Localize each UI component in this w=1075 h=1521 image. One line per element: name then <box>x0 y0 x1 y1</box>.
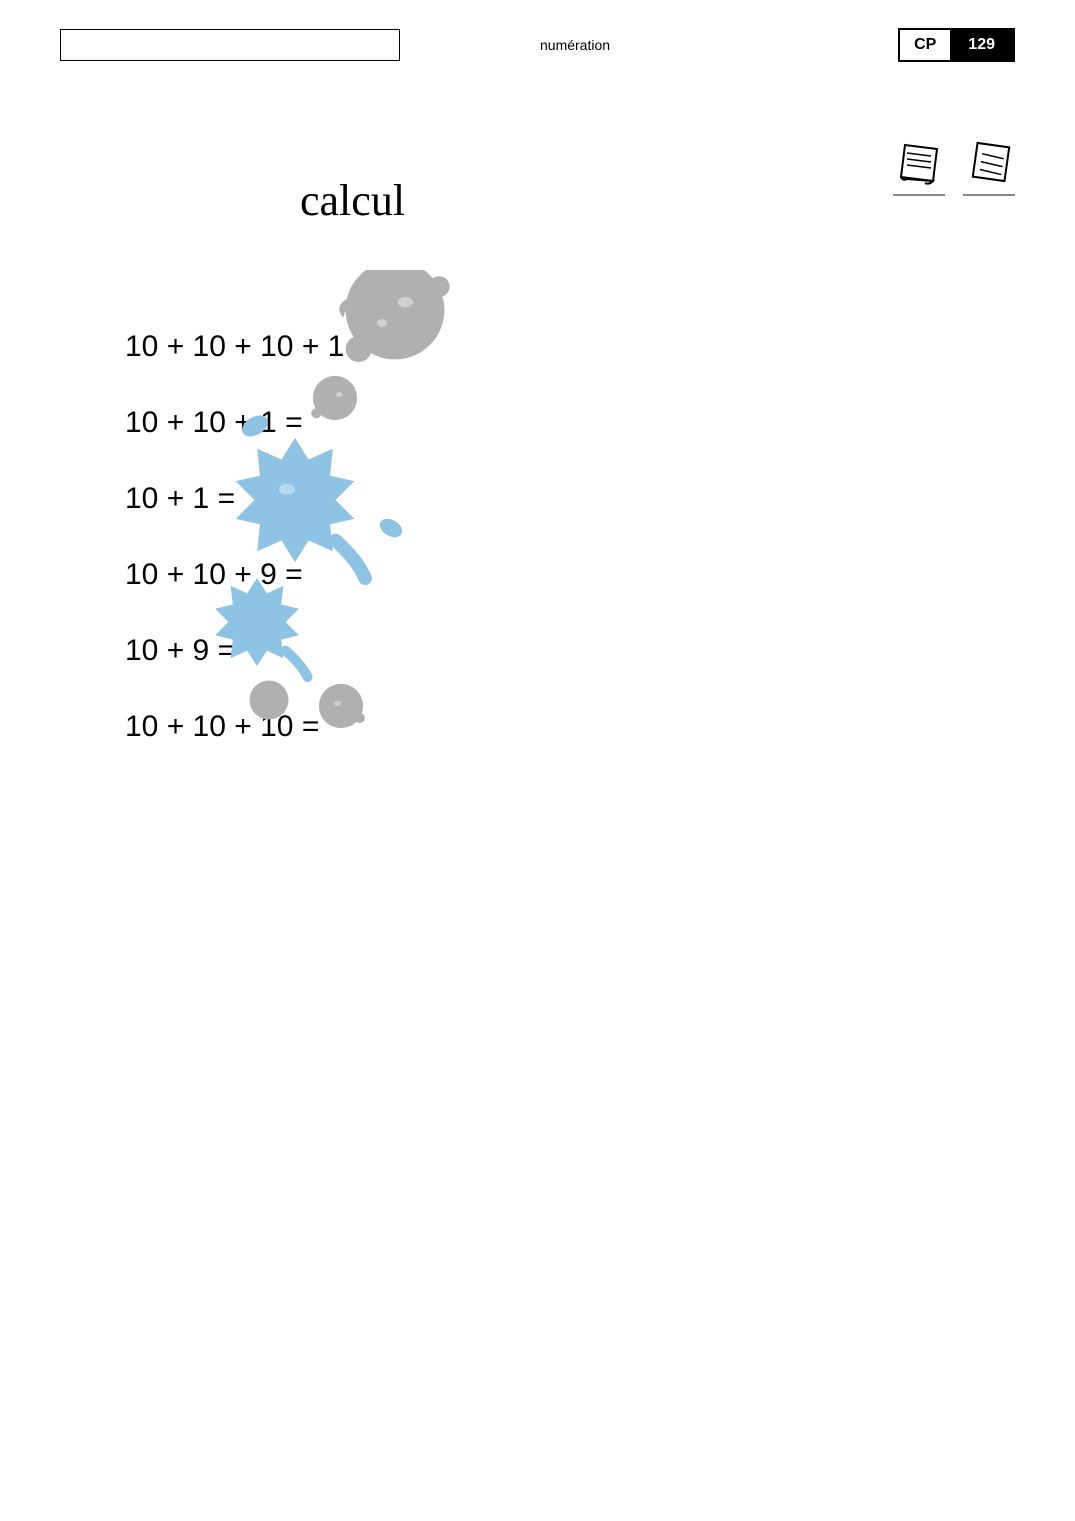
problem-line: 10 + 10 + 10 + 1 = <box>125 330 505 364</box>
problems-list: 10 + 10 + 10 + 1 = 10 + 10 + 1 = 10 + 1 … <box>125 330 505 786</box>
notebook-icon <box>893 135 945 196</box>
worksheet-title: calcul <box>300 175 405 226</box>
problem-line: 10 + 10 + 1 = <box>125 406 505 440</box>
grade-level: CP <box>900 30 950 60</box>
subject-label: numération <box>540 37 610 53</box>
icon-group <box>893 135 1015 196</box>
student-name-box[interactable] <box>60 29 400 61</box>
problem-line: 10 + 10 + 10 = <box>125 710 505 744</box>
title-row: calcul <box>0 175 1075 226</box>
paper-icon <box>963 135 1015 196</box>
page-number: 129 <box>950 30 1013 60</box>
worksheet-header: numération CP 129 <box>60 28 1015 62</box>
problem-line: 10 + 9 = <box>125 634 505 668</box>
grade-badge: CP 129 <box>898 28 1015 62</box>
problem-line: 10 + 10 + 9 = <box>125 558 505 592</box>
problem-line: 10 + 1 = <box>125 482 505 516</box>
